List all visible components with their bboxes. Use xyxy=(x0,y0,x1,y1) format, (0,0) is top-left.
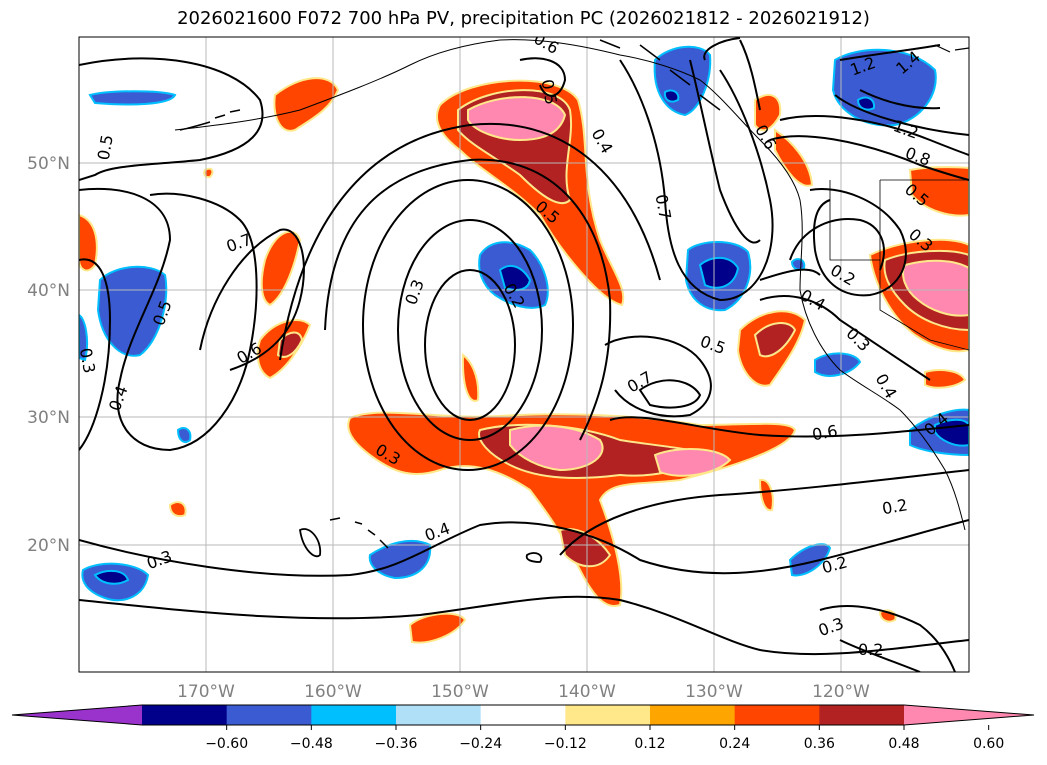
colorbar-bin xyxy=(226,705,312,725)
colorbar-tick-label: −0.60 xyxy=(205,736,248,752)
lon-label: 140°W xyxy=(558,682,616,702)
longitude-labels: 170°W 160°W 150°W 140°W 130°W 120°W xyxy=(177,682,870,702)
map-area: 0.5 0.7 0.6 0.5 0.4 0.3 0.3 0.3 0.2 0.5 … xyxy=(76,37,969,672)
colorbar-tick-label: 0.12 xyxy=(634,736,665,752)
lon-label: 160°W xyxy=(304,682,362,702)
colorbar-bin xyxy=(650,705,736,725)
colorbar-bin xyxy=(480,705,566,725)
contour-label: 0.2 xyxy=(881,495,909,518)
coastlines xyxy=(174,39,969,549)
colorbar-bin xyxy=(819,705,905,725)
lon-label: 170°W xyxy=(177,682,235,702)
lat-label: 30°N xyxy=(27,408,70,428)
contour-label: 0.5 xyxy=(94,133,117,161)
colorbar-tick-label: 0.24 xyxy=(719,736,750,752)
contour-label: 0.3 xyxy=(76,346,99,374)
lat-label: 40°N xyxy=(27,281,70,301)
colorbar-tick-label: −0.24 xyxy=(459,736,502,752)
colorbar-bin xyxy=(396,705,482,725)
lat-label: 50°N xyxy=(27,154,70,174)
colorbar-tick-label: 0.36 xyxy=(804,736,835,752)
contour-label: 0.5 xyxy=(538,78,561,106)
colorbar-tick-label: −0.48 xyxy=(290,736,333,752)
colorbar-extend-low xyxy=(12,705,142,725)
map-title: 2026021600 F072 700 hPa PV, precipitatio… xyxy=(177,8,870,29)
contour-label: 0.7 xyxy=(652,193,675,221)
colorbar-outline xyxy=(11,704,1035,726)
colorbar-bin xyxy=(565,705,651,725)
colorbar: −0.60 −0.48 −0.36 −0.24 −0.12 0.12 0.24 0.36 0.4… xyxy=(11,704,1035,752)
lat-label: 20°N xyxy=(27,536,70,556)
colorbar-tick-label: −0.36 xyxy=(375,736,418,752)
colorbar-tick-label: −0.12 xyxy=(544,736,587,752)
latitude-labels: 50°N 40°N 30°N 20°N xyxy=(27,154,70,556)
contour-label: 0.2 xyxy=(858,640,883,659)
pv-contours xyxy=(79,37,969,672)
colorbar-bin xyxy=(142,705,228,725)
colorbar-bin xyxy=(311,705,397,725)
map-frame xyxy=(78,36,970,673)
colorbar-extend-high xyxy=(904,705,1034,725)
colorbar-bin xyxy=(734,705,820,725)
lon-label: 120°W xyxy=(812,682,870,702)
lon-label: 150°W xyxy=(431,682,489,702)
contour-label: 0.6 xyxy=(811,421,839,444)
colorbar-tick-label: 0.60 xyxy=(973,736,1004,752)
lon-label: 130°W xyxy=(685,682,743,702)
gridlines xyxy=(79,37,969,672)
colorbar-tick-label: 0.48 xyxy=(888,736,919,752)
